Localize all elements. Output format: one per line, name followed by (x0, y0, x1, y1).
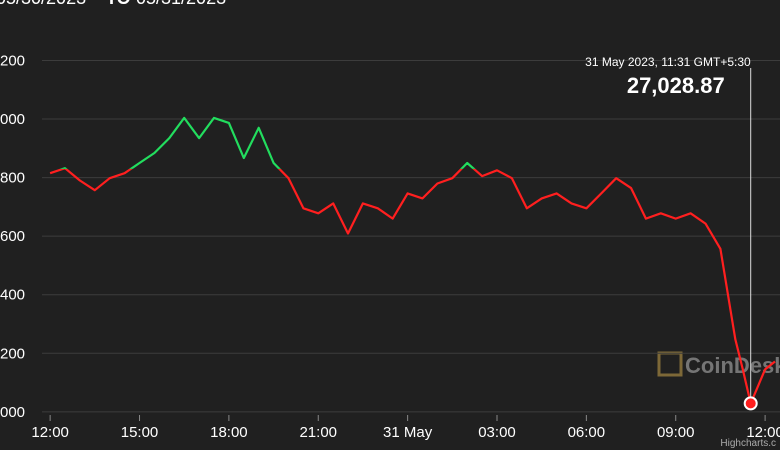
x-tick-label: 21:00 (299, 424, 337, 441)
y-tick-label: 600 (0, 228, 25, 245)
watermark: CoinDesk (685, 353, 780, 378)
tooltip-value: 27,028.87 (627, 73, 725, 98)
y-tick-label: 200 (0, 52, 25, 69)
x-tick-label: 18:00 (210, 424, 248, 441)
x-tick-label: 06:00 (568, 424, 606, 441)
header-sep: TO (106, 0, 131, 8)
x-tick-label: 31 May (383, 424, 433, 441)
price-line (59, 116, 476, 169)
y-tick-label: 000 (0, 404, 25, 421)
x-tick-label: 12:00 (746, 424, 780, 441)
price-line (49, 168, 776, 405)
x-tick-label: 09:00 (657, 424, 695, 441)
y-tick-label: 200 (0, 345, 25, 362)
x-tick-label: 03:00 (478, 424, 516, 441)
x-tick-label: 12:00 (31, 424, 69, 441)
y-tick-label: 800 (0, 170, 25, 187)
x-tick-label: 15:00 (121, 424, 159, 441)
watermark-group: CoinDesk (657, 351, 780, 378)
header-from: 05/30/2023 (0, 0, 86, 8)
header-to: 05/31/2023 (136, 0, 226, 8)
credit: Highcharts.c (720, 438, 776, 449)
y-tick-label: 000 (0, 111, 25, 128)
point-marker (743, 396, 758, 411)
y-tick-label: 400 (0, 287, 25, 304)
tooltip-date: 31 May 2023, 11:31 GMT+5:30 (585, 55, 751, 69)
